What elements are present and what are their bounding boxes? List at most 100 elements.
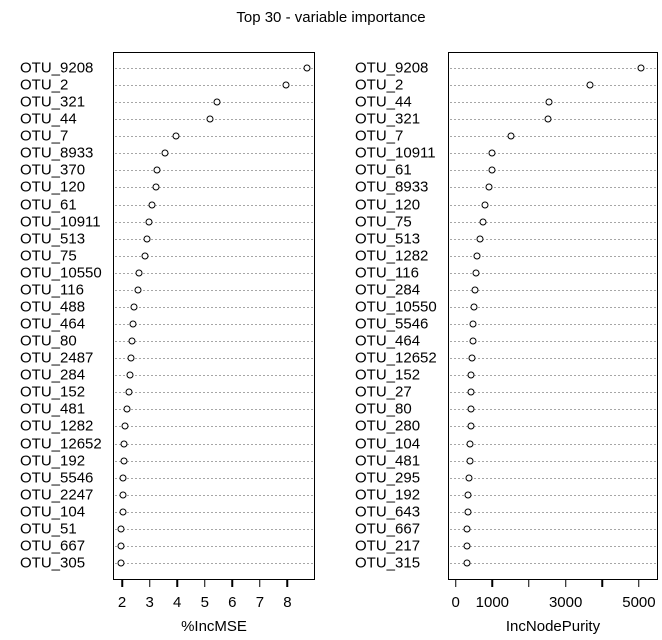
- row-gridline: [450, 545, 656, 547]
- data-point: [172, 132, 180, 140]
- row-label: OTU_513: [355, 230, 421, 248]
- row-label: OTU_80: [355, 400, 412, 418]
- row-gridline: [115, 153, 313, 155]
- data-point: [481, 201, 489, 209]
- x-axis-tick: [121, 580, 123, 587]
- row-gridline: [450, 392, 656, 394]
- row-label: OTU_295: [355, 469, 421, 487]
- row-gridline: [450, 238, 656, 240]
- plot-box: [113, 52, 315, 580]
- x-axis-tick: [259, 580, 261, 587]
- row-label: OTU_2: [20, 76, 69, 94]
- row-gridline: [115, 477, 313, 479]
- data-point: [479, 218, 487, 226]
- data-point: [488, 166, 496, 174]
- row-gridline: [115, 494, 313, 496]
- data-point: [473, 252, 481, 260]
- x-axis-tick: [601, 580, 604, 587]
- row-label: OTU_488: [20, 298, 86, 316]
- row-gridline: [450, 528, 656, 530]
- data-point: [148, 201, 156, 209]
- row-label: OTU_284: [355, 281, 421, 299]
- data-point: [469, 320, 477, 328]
- row-label: OTU_61: [20, 196, 77, 214]
- data-point: [119, 508, 127, 516]
- data-point: [121, 422, 129, 430]
- row-gridline: [450, 358, 656, 360]
- row-gridline: [450, 68, 656, 69]
- row-label: OTU_321: [355, 110, 421, 128]
- data-point: [470, 303, 478, 311]
- data-point: [125, 388, 133, 396]
- row-label: OTU_321: [20, 93, 86, 111]
- data-point: [127, 354, 135, 362]
- x-axis-tick: [564, 580, 567, 587]
- row-label: OTU_2247: [20, 486, 94, 504]
- row-gridline: [115, 85, 313, 87]
- row-label: OTU_1282: [355, 247, 429, 265]
- row-label: OTU_80: [20, 332, 77, 350]
- data-point: [637, 64, 645, 72]
- x-axis-title: %IncMSE: [181, 618, 247, 635]
- x-axis-title: IncNodePurity: [505, 618, 601, 635]
- row-gridline: [115, 136, 313, 138]
- row-gridline: [115, 358, 313, 360]
- data-point: [213, 98, 221, 106]
- row-label: OTU_10911: [20, 213, 101, 231]
- row-gridline: [450, 477, 656, 479]
- data-point: [123, 405, 130, 413]
- data-point: [545, 98, 553, 106]
- chart-title: Top 30 - variable importance: [236, 9, 426, 26]
- data-point: [469, 337, 477, 345]
- data-point: [586, 81, 594, 89]
- row-label: OTU_8933: [20, 144, 94, 162]
- data-point: [468, 354, 476, 362]
- row-gridline: [450, 85, 656, 87]
- data-point: [488, 149, 496, 157]
- row-label: OTU_305: [20, 554, 86, 572]
- row-label: OTU_643: [355, 503, 421, 521]
- row-label: OTU_667: [355, 520, 421, 538]
- data-point: [467, 405, 475, 413]
- row-gridline: [115, 324, 313, 326]
- data-point: [467, 371, 475, 379]
- data-point: [119, 491, 127, 499]
- row-label: OTU_315: [355, 554, 421, 572]
- row-gridline: [450, 119, 656, 121]
- row-label: OTU_104: [355, 435, 421, 453]
- data-point: [206, 115, 214, 123]
- data-point: [471, 286, 479, 294]
- row-label: OTU_7: [355, 127, 404, 145]
- row-label: OTU_513: [20, 230, 86, 248]
- x-axis-tick: [528, 580, 530, 587]
- row-gridline: [115, 306, 313, 308]
- row-label: OTU_280: [355, 417, 421, 435]
- row-label: OTU_44: [20, 110, 77, 128]
- data-point: [463, 559, 471, 567]
- row-gridline: [450, 153, 656, 155]
- row-gridline: [115, 443, 313, 445]
- data-point: [467, 388, 475, 396]
- row-label: OTU_481: [355, 452, 421, 470]
- data-point: [117, 525, 125, 533]
- row-gridline: [450, 494, 656, 496]
- x-axis-tick-label: 1000: [475, 594, 510, 611]
- row-gridline: [115, 426, 313, 428]
- row-gridline: [115, 187, 313, 189]
- row-gridline: [115, 255, 313, 257]
- x-axis-tick: [491, 580, 494, 587]
- row-label: OTU_284: [20, 366, 86, 384]
- row-label: OTU_192: [20, 452, 86, 470]
- x-axis-tick: [286, 580, 289, 587]
- row-label: OTU_464: [355, 332, 421, 350]
- row-gridline: [450, 221, 656, 223]
- row-label: OTU_7: [20, 127, 69, 145]
- x-axis-tick: [638, 580, 640, 587]
- row-label: OTU_116: [355, 264, 419, 282]
- row-gridline: [115, 221, 313, 223]
- x-axis-tick-label: 3: [145, 594, 154, 611]
- row-label: OTU_370: [20, 161, 86, 179]
- row-gridline: [115, 392, 313, 394]
- row-gridline: [450, 460, 656, 462]
